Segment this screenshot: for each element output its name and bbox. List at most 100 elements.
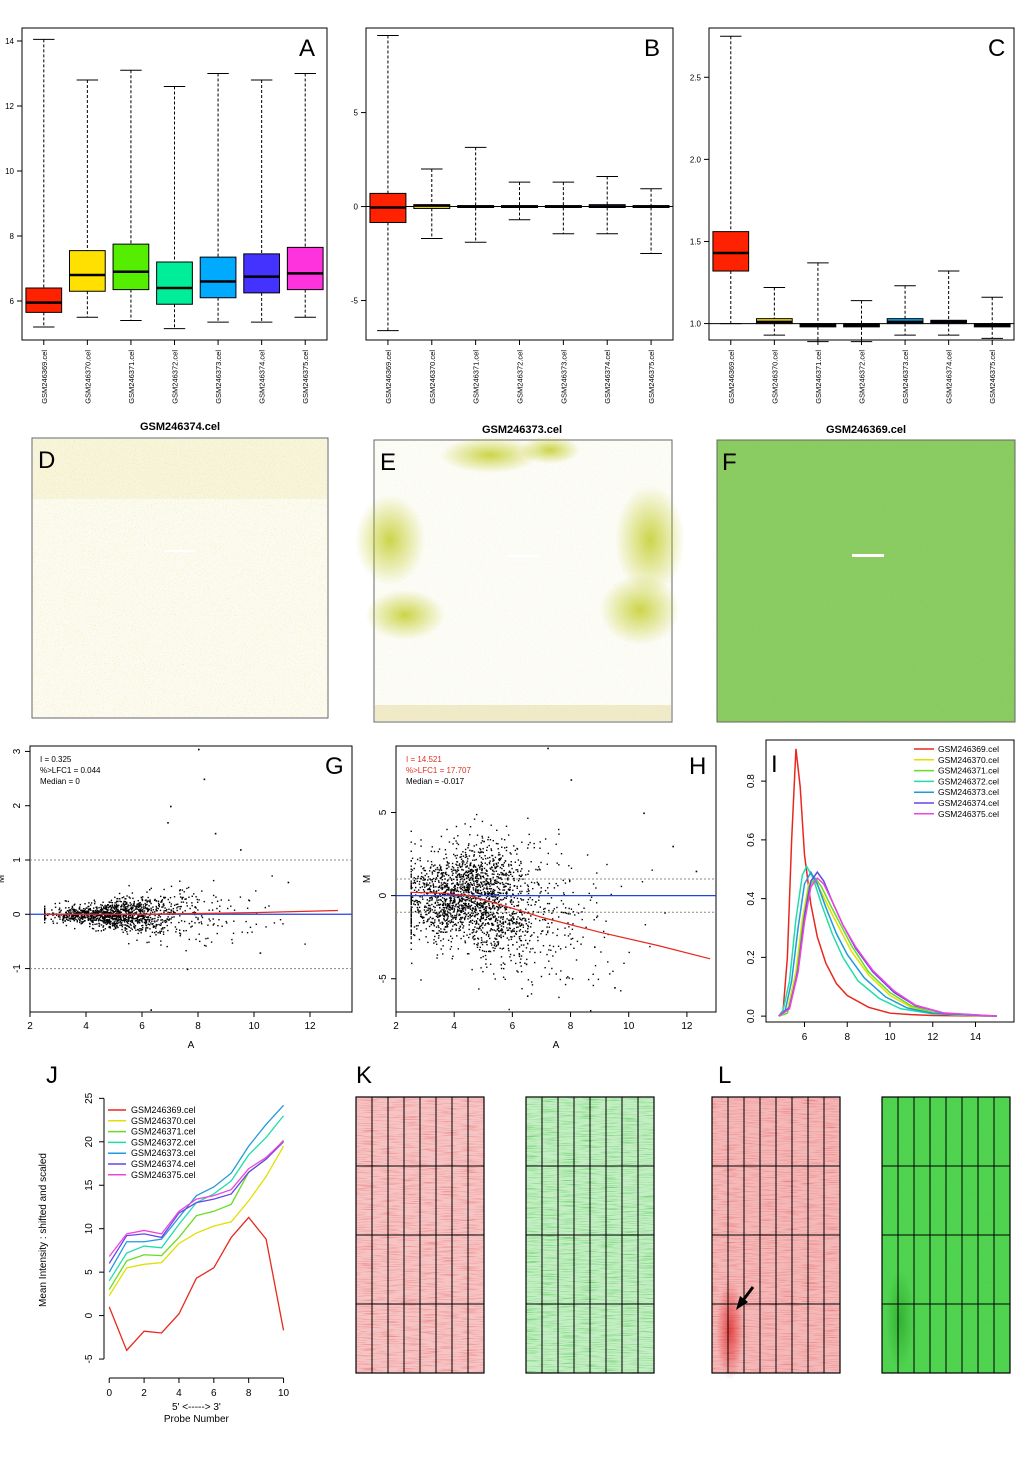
data-point [490, 849, 493, 852]
data-point [453, 901, 455, 904]
loess-curve [410, 891, 711, 960]
data-point [506, 918, 508, 920]
data-point [122, 902, 125, 904]
data-point [467, 890, 470, 893]
data-point [125, 924, 127, 926]
data-point [565, 977, 568, 979]
data-point [459, 856, 461, 859]
data-point [108, 905, 110, 908]
data-point [410, 865, 412, 867]
data-point [115, 905, 117, 907]
data-point [82, 910, 84, 913]
data-point [115, 908, 118, 910]
data-point [497, 908, 500, 910]
data-point [68, 906, 70, 909]
data-point [590, 896, 593, 898]
data-point [520, 958, 522, 960]
data-point [92, 923, 94, 926]
data-point [109, 923, 111, 926]
data-point [117, 904, 120, 907]
data-point [181, 889, 184, 891]
data-point [410, 919, 412, 921]
data-point [446, 931, 448, 933]
data-point [51, 909, 53, 911]
data-point [519, 917, 521, 919]
data-point [449, 922, 451, 924]
data-point [537, 883, 539, 885]
data-point [446, 926, 448, 928]
data-point [494, 915, 496, 917]
data-point [512, 917, 514, 919]
data-point [414, 900, 416, 902]
data-point [451, 862, 454, 865]
data-point [170, 885, 173, 888]
data-point [427, 876, 430, 878]
data-point [416, 906, 419, 909]
data-point [499, 923, 501, 926]
data-point [125, 928, 127, 930]
data-point [164, 921, 167, 924]
data-point [471, 932, 473, 934]
data-point [428, 887, 431, 889]
data-point [52, 922, 55, 924]
data-point [78, 912, 80, 914]
data-point [441, 886, 443, 888]
data-point [485, 901, 487, 904]
data-point [449, 948, 452, 950]
data-point [211, 902, 213, 904]
data-point [455, 904, 457, 906]
data-point [423, 906, 426, 908]
outlier-point [614, 987, 616, 989]
data-point [282, 923, 284, 925]
data-point [597, 978, 600, 981]
data-point [154, 921, 156, 923]
data-point [84, 910, 86, 912]
data-point [468, 843, 470, 845]
data-point [176, 909, 178, 912]
data-point [504, 931, 507, 934]
data-point [505, 908, 508, 910]
data-point [114, 923, 116, 925]
data-point [423, 882, 426, 885]
data-point [216, 900, 219, 902]
data-point [76, 915, 78, 917]
data-point [471, 850, 473, 852]
data-point [547, 922, 549, 925]
data-point [419, 877, 422, 880]
data-point [434, 909, 436, 912]
data-point [463, 861, 465, 863]
data-point [525, 947, 528, 949]
data-point [453, 853, 455, 856]
data-point [510, 899, 513, 901]
data-point [458, 899, 461, 902]
data-point [472, 869, 474, 872]
data-point [538, 866, 540, 868]
data-point [500, 930, 503, 932]
data-point [452, 895, 454, 898]
data-point [466, 886, 469, 888]
data-point [524, 919, 526, 922]
data-point [478, 949, 481, 951]
data-point [75, 914, 77, 916]
data-point [468, 899, 470, 902]
data-point [423, 884, 425, 886]
data-point [450, 868, 453, 871]
data-point [177, 906, 179, 908]
data-point [522, 878, 524, 880]
data-point [480, 967, 482, 969]
data-point [432, 884, 435, 887]
data-point [420, 979, 422, 981]
data-point [159, 931, 161, 934]
data-point [455, 870, 457, 872]
data-point [485, 887, 488, 890]
data-point [127, 915, 130, 917]
data-point [438, 912, 440, 915]
data-point [512, 922, 514, 924]
data-point [477, 851, 480, 853]
data-point [84, 920, 86, 922]
box [156, 261, 193, 305]
data-point [179, 896, 182, 898]
data-point [491, 924, 494, 926]
data-point [464, 856, 467, 859]
data-point [103, 911, 105, 913]
